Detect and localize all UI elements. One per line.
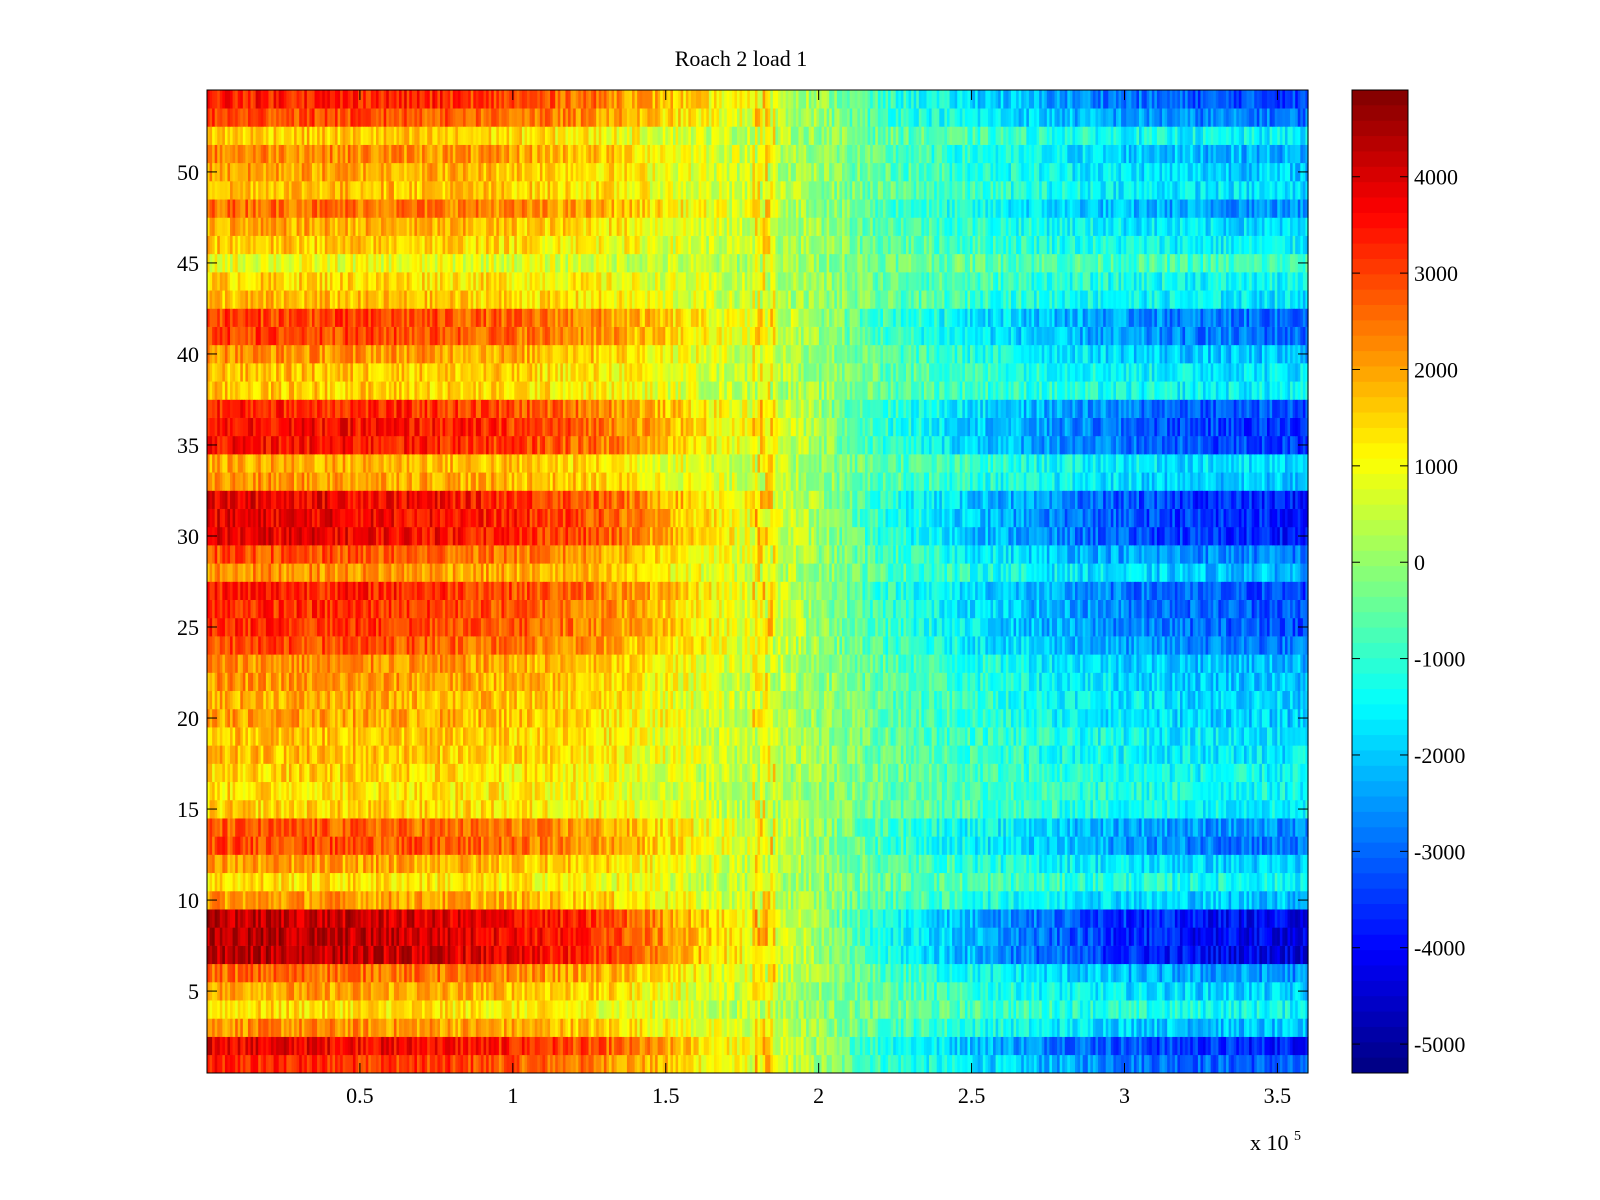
- heatmap-cells: [207, 90, 1309, 1073]
- chart-title: Roach 2 load 1: [675, 46, 808, 71]
